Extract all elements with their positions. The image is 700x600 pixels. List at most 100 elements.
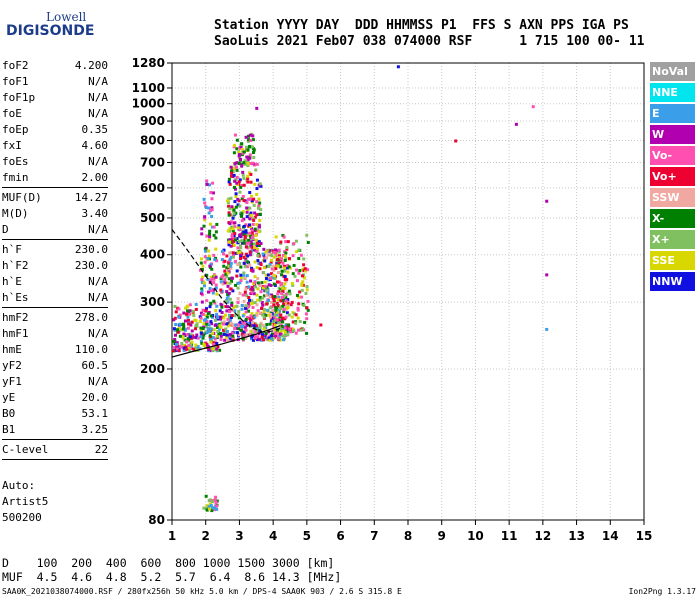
- y-tick-label: 800: [140, 133, 165, 147]
- echo-point: [297, 248, 301, 252]
- echo-point: [242, 273, 246, 277]
- echo-point: [253, 248, 257, 252]
- echo-point: [270, 332, 274, 336]
- echo-point: [283, 264, 287, 268]
- y-tick-label: 900: [140, 114, 165, 128]
- echo-point: [279, 307, 283, 311]
- autoscaling-info: Auto: Artist5 500200: [2, 478, 48, 526]
- echo-point: [253, 242, 257, 246]
- echo-point: [236, 323, 240, 327]
- echo-point: [192, 347, 196, 351]
- auto-program: Artist5: [2, 495, 49, 508]
- echo-point: [220, 305, 224, 309]
- echo-point: [270, 272, 274, 276]
- x-tick-label: 12: [535, 529, 552, 543]
- param-value: 20.0: [81, 391, 109, 404]
- echo-point: [246, 177, 250, 181]
- echo-point: [304, 312, 308, 316]
- echo-point: [230, 279, 234, 283]
- echo-point: [244, 287, 248, 291]
- param-value: N/A: [88, 275, 108, 288]
- param-value: 3.40: [81, 207, 109, 220]
- param-row: foF1p N/A: [2, 90, 108, 106]
- echo-point: [207, 323, 211, 327]
- echo-point: [209, 345, 213, 349]
- echo-point: [210, 225, 214, 229]
- echo-point: [215, 312, 219, 316]
- echo-point: [242, 161, 246, 165]
- echo-point: [243, 234, 247, 238]
- echo-point: [208, 287, 212, 291]
- echo-point: [204, 494, 208, 498]
- echo-point: [244, 257, 248, 261]
- echo-point: [228, 281, 232, 285]
- echo-point: [241, 314, 245, 318]
- echo-point: [273, 248, 277, 252]
- echo-point: [224, 272, 228, 276]
- echo-point: [223, 278, 227, 282]
- echo-point: [202, 342, 206, 346]
- param-row: h`F 230.0: [2, 242, 108, 258]
- echo-point: [255, 303, 259, 307]
- echo-point: [246, 138, 250, 142]
- echo-point: [275, 313, 279, 317]
- echo-point: [281, 290, 285, 294]
- echo-point: [186, 315, 190, 319]
- echo-point: [234, 323, 238, 327]
- param-label: foF1p: [2, 91, 36, 104]
- echo-point: [253, 215, 257, 219]
- echo-point: [283, 326, 287, 330]
- echo-point: [274, 328, 278, 332]
- echo-point: [236, 262, 240, 266]
- echo-point: [232, 143, 236, 147]
- echo-point: [272, 282, 276, 286]
- echo-point: [270, 295, 274, 299]
- echo-point: [241, 337, 245, 341]
- echo-point: [237, 224, 241, 228]
- echo-point: [244, 252, 248, 256]
- echo-point: [184, 306, 188, 310]
- echo-point: [272, 255, 276, 259]
- param-label: h`F: [2, 243, 22, 256]
- echo-point: [263, 280, 267, 284]
- echo-point: [232, 239, 236, 243]
- echo-point: [247, 223, 251, 227]
- echo-point: [199, 311, 203, 315]
- echo-point: [292, 263, 296, 267]
- echo-point: [205, 508, 209, 512]
- echo-point: [186, 309, 190, 313]
- echo-point: [247, 197, 251, 201]
- echo-point: [271, 312, 275, 316]
- echo-point: [177, 349, 181, 353]
- echo-point: [283, 254, 287, 258]
- x-tick-label: 14: [602, 529, 619, 543]
- echo-point: [184, 347, 188, 351]
- echo-point: [276, 280, 280, 284]
- echo-point: [254, 168, 258, 172]
- echo-point: [239, 157, 243, 161]
- echo-point: [240, 214, 244, 218]
- echo-point: [277, 270, 281, 274]
- echo-point: [210, 289, 214, 293]
- echo-point: [208, 235, 212, 239]
- echo-point: [249, 213, 253, 217]
- echo-point: [280, 292, 284, 296]
- echo-point: [226, 294, 230, 298]
- param-value: 2.00: [81, 171, 109, 184]
- echo-point: [258, 323, 262, 327]
- echo-point: [174, 323, 178, 327]
- echo-point: [245, 206, 249, 210]
- echo-point: [200, 267, 204, 271]
- echo-point: [172, 345, 176, 349]
- echo-point: [262, 327, 266, 331]
- echo-point: [228, 240, 232, 244]
- echo-point: [235, 274, 239, 278]
- echo-point: [258, 311, 262, 315]
- echo-point: [284, 240, 288, 244]
- echo-point: [236, 297, 240, 301]
- echo-point: [274, 321, 278, 325]
- param-label: M(D): [2, 207, 29, 220]
- echo-point: [269, 283, 273, 287]
- echo-point: [182, 322, 186, 326]
- echo-point: [273, 313, 277, 317]
